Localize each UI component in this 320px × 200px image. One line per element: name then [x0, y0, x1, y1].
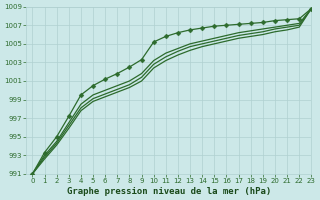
X-axis label: Graphe pression niveau de la mer (hPa): Graphe pression niveau de la mer (hPa) [67, 187, 271, 196]
